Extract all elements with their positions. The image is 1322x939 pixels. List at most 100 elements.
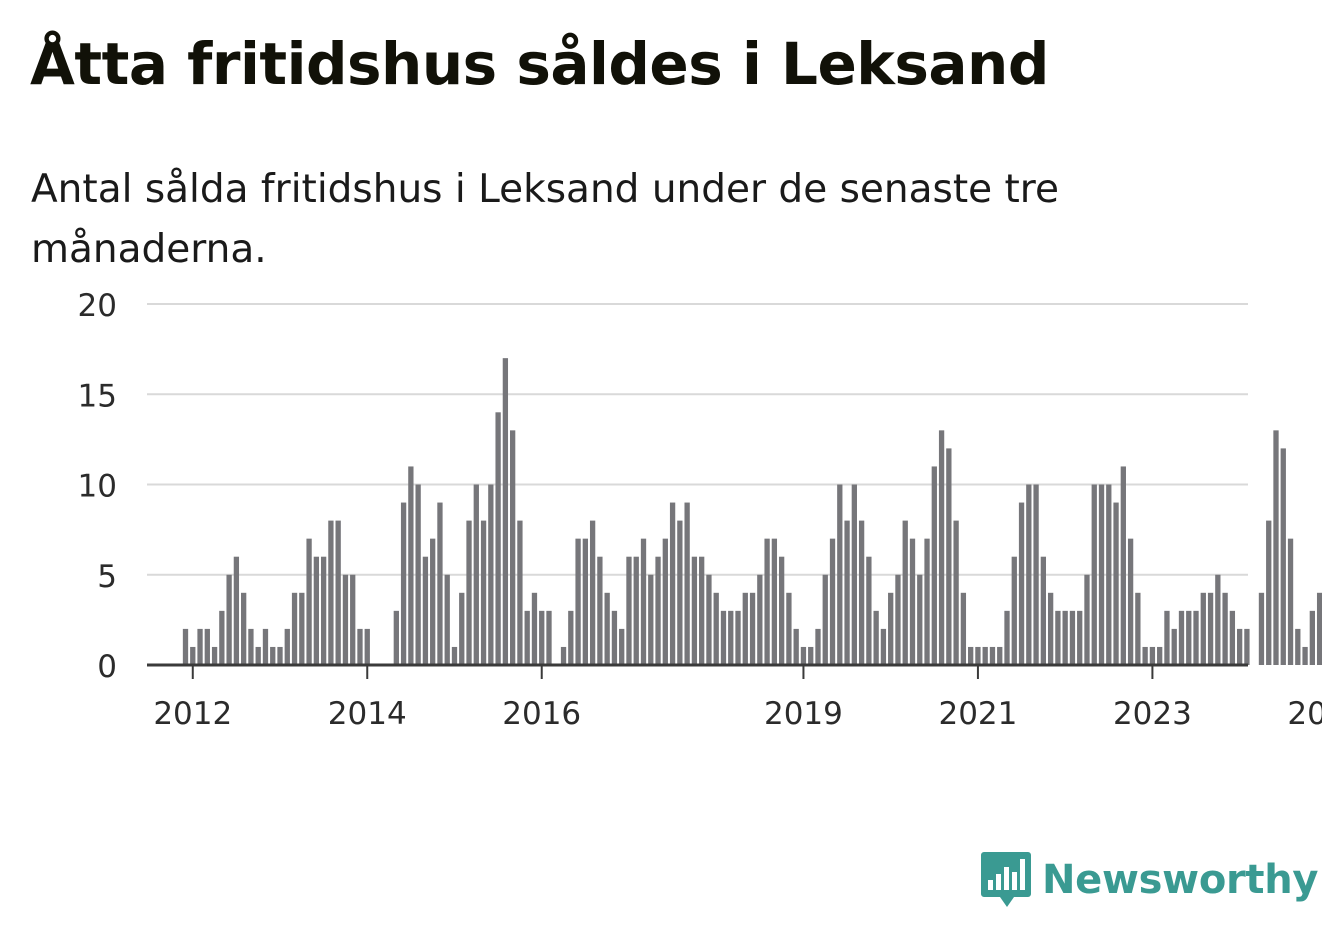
bar — [335, 520, 341, 665]
bar — [270, 646, 276, 665]
bar — [582, 538, 588, 665]
bar — [1244, 628, 1250, 665]
bar — [1149, 646, 1156, 665]
bar — [1280, 448, 1286, 665]
bar — [1127, 538, 1134, 665]
bar — [735, 610, 741, 665]
bar — [1113, 502, 1119, 665]
bar — [422, 556, 429, 665]
bar — [1018, 502, 1025, 665]
x-tick-label: 2012 — [153, 696, 232, 732]
bar — [851, 484, 857, 665]
bar — [233, 556, 240, 665]
bar — [1062, 610, 1068, 665]
bar — [291, 592, 298, 665]
bar — [262, 628, 269, 665]
bar — [1157, 646, 1163, 665]
bar — [880, 628, 887, 665]
bar — [786, 592, 792, 665]
bar — [989, 646, 996, 665]
x-tick-label: 2019 — [764, 696, 843, 732]
brand-name: Newsworthy — [1042, 857, 1319, 903]
bar — [524, 610, 530, 665]
bar — [430, 538, 436, 665]
bar — [997, 646, 1003, 665]
bar — [1215, 574, 1221, 665]
bar — [364, 628, 370, 665]
bar — [1200, 592, 1206, 665]
bar — [844, 520, 850, 665]
bar — [815, 628, 821, 665]
bar — [946, 448, 952, 665]
chart-subtitle: Antal sålda fritidshus i Leksand under d… — [31, 167, 1059, 272]
bar — [1273, 430, 1279, 665]
bar — [699, 556, 705, 665]
bar — [633, 556, 639, 665]
bar — [1091, 484, 1097, 665]
bar — [473, 484, 479, 665]
bar — [888, 592, 894, 665]
bar — [211, 646, 218, 665]
bar — [982, 646, 988, 665]
bar — [495, 412, 501, 665]
bar — [342, 574, 349, 665]
bar — [1011, 556, 1017, 665]
bar — [837, 484, 843, 665]
bar — [619, 628, 625, 665]
bar — [182, 628, 189, 665]
bar — [764, 538, 770, 665]
bar — [1120, 466, 1126, 665]
bar — [415, 484, 421, 665]
bar — [204, 628, 210, 665]
bars — [182, 358, 1322, 665]
bar — [1098, 484, 1105, 665]
bar — [408, 466, 414, 665]
bar — [691, 556, 698, 665]
bar — [480, 520, 487, 665]
bar — [902, 520, 908, 665]
bar — [1077, 610, 1083, 665]
bar — [1186, 610, 1192, 665]
bar — [1287, 538, 1294, 665]
bar — [604, 592, 610, 665]
bar — [728, 610, 734, 665]
bar — [1004, 610, 1010, 665]
bar — [284, 628, 290, 665]
bar — [320, 556, 327, 665]
bar — [640, 538, 647, 665]
bar — [219, 610, 225, 665]
bar — [749, 592, 756, 665]
x-tick-label: 2023 — [1113, 696, 1192, 732]
bar — [517, 520, 523, 665]
bar — [1229, 610, 1236, 665]
bar — [1033, 484, 1039, 665]
bar — [1316, 592, 1322, 665]
bar — [510, 430, 516, 665]
x-tick-label: 2016 — [502, 696, 581, 732]
bar — [655, 556, 661, 665]
bar — [1295, 628, 1301, 665]
bar — [190, 646, 196, 665]
x-tick-label: 2014 — [328, 696, 407, 732]
bar — [895, 574, 901, 665]
bar — [241, 592, 247, 665]
bar — [393, 610, 399, 665]
bar — [444, 574, 450, 665]
bar — [873, 610, 879, 665]
bar — [909, 538, 916, 665]
bar — [539, 610, 545, 665]
bar — [829, 538, 836, 665]
bar — [1047, 592, 1054, 665]
bar — [931, 466, 937, 665]
y-tick-label: 20 — [78, 288, 117, 324]
bar — [546, 610, 552, 665]
bar — [502, 358, 509, 665]
bar — [299, 592, 305, 665]
y-tick-label: 10 — [78, 469, 117, 505]
bar — [357, 628, 363, 665]
bar — [866, 556, 872, 665]
y-tick-label: 5 — [97, 559, 117, 595]
bar — [771, 538, 778, 665]
bar — [1040, 556, 1047, 665]
bar — [575, 538, 581, 665]
